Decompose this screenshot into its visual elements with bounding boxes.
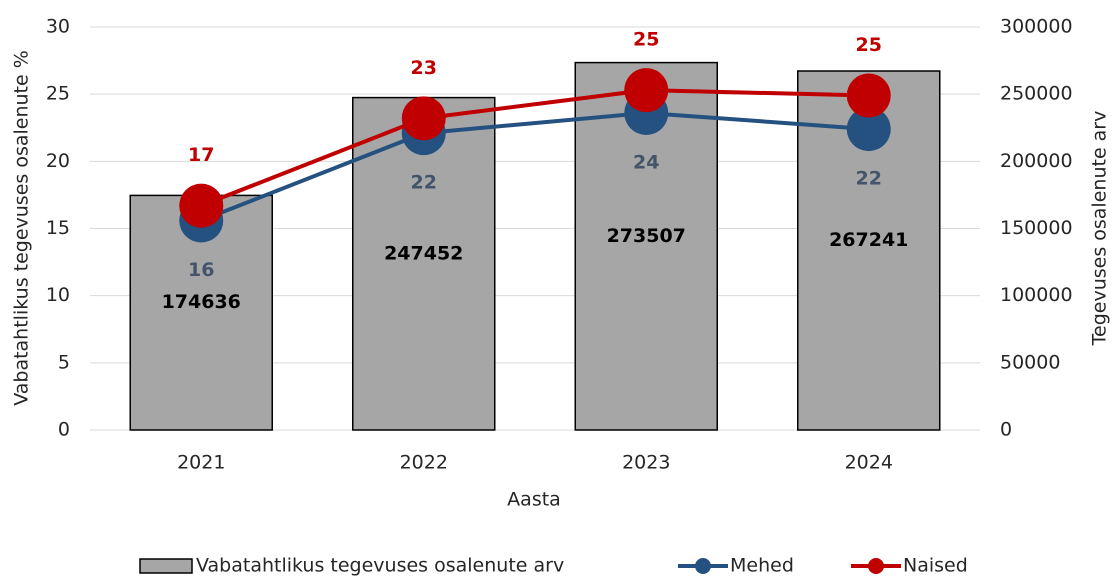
line-value-label: 25 [633, 29, 659, 51]
line-value-label: 24 [633, 151, 659, 173]
x-tick-label: 2024 [845, 452, 893, 474]
bar-value-label: 247452 [384, 242, 463, 264]
bar-value-label: 174636 [162, 291, 241, 313]
bar-value-label: 273507 [607, 225, 686, 247]
y-axis-title: Vabatahtlikus tegevuses osalenute % [11, 50, 33, 406]
y2-tick-label: 300000 [1000, 16, 1073, 38]
line-marker [624, 68, 669, 113]
legend-label: Naised [903, 555, 968, 577]
line-marker [401, 96, 446, 141]
bar-value-label: 267241 [829, 229, 908, 251]
line-value-label: 22 [856, 168, 882, 190]
y-tick-label: 5 [58, 351, 70, 373]
line [200, 88, 869, 208]
legend-label: Mehed [730, 555, 794, 577]
line-value-label: 23 [411, 57, 437, 79]
x-axis-title: Aasta [507, 489, 561, 511]
y-tick-label: 0 [58, 419, 70, 441]
y2-tick-label: 200000 [1000, 150, 1073, 172]
y2-tick-label: 0 [1000, 419, 1012, 441]
y2-tick-label: 250000 [1000, 83, 1073, 105]
y-tick-label: 10 [46, 284, 70, 306]
line-value-label: 16 [188, 259, 214, 281]
y2-tick-label: 50000 [1000, 351, 1060, 373]
line [200, 110, 869, 223]
legend-marker [868, 558, 884, 574]
line-marker [846, 107, 891, 152]
y-tick-label: 30 [46, 16, 70, 38]
x-tick-label: 2022 [400, 452, 448, 474]
y-tick-label: 15 [46, 217, 70, 239]
y2-tick-label: 100000 [1000, 284, 1073, 306]
legend-swatch [139, 558, 193, 574]
x-tick-label: 2023 [622, 452, 670, 474]
legend-marker [695, 558, 711, 574]
line-value-label: 22 [411, 172, 437, 194]
y2-tick-label: 150000 [1000, 217, 1073, 239]
y-tick-label: 25 [46, 83, 70, 105]
x-tick-label: 2021 [177, 452, 225, 474]
line-marker [846, 73, 891, 118]
legend-label: Vabatahtlikus tegevuses osalenute arv [196, 555, 564, 577]
line-value-label: 25 [856, 34, 882, 56]
y-tick-label: 20 [46, 150, 70, 172]
line-marker [179, 183, 224, 228]
line-value-label: 17 [188, 144, 214, 166]
y2-axis-title: Tegevuses osalenute arv [1089, 111, 1111, 347]
